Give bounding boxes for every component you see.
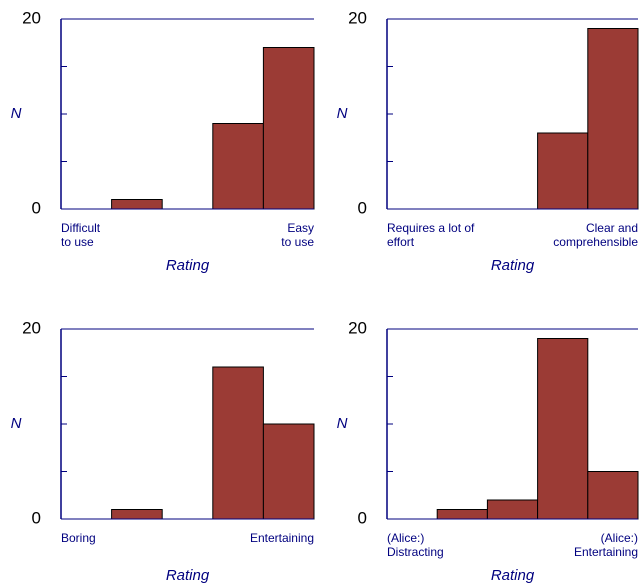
- scale-high-label: Entertaining: [574, 545, 638, 559]
- scale-low-label: Difficult: [61, 221, 101, 235]
- scale-high-label: Clear and: [586, 221, 638, 235]
- y-axis-label: N: [337, 415, 348, 432]
- x-axis-label: Rating: [491, 567, 535, 584]
- y-tick-label: 0: [358, 508, 367, 527]
- scale-low-label: to use: [61, 235, 94, 249]
- y-axis-label: N: [11, 105, 22, 122]
- y-tick-label: 20: [348, 318, 367, 337]
- y-axis-label: N: [337, 105, 348, 122]
- y-tick-label: 20: [348, 8, 367, 27]
- y-tick-label: 20: [22, 8, 41, 27]
- y-tick-label: 0: [358, 198, 367, 217]
- bar: [212, 123, 264, 210]
- scale-high-label: comprehensible: [553, 235, 638, 249]
- y-tick-label: 0: [32, 508, 41, 527]
- scale-high-label: (Alice:): [601, 531, 638, 545]
- scale-low-label: Requires a lot of: [387, 221, 475, 235]
- scale-low-label: Distracting: [387, 545, 444, 559]
- x-axis-label: Rating: [491, 257, 535, 274]
- bar: [537, 338, 589, 520]
- bar: [212, 366, 264, 520]
- scale-high-label: Easy: [287, 221, 314, 235]
- bar: [262, 423, 315, 520]
- bar: [587, 471, 639, 520]
- y-axis-label: N: [11, 415, 22, 432]
- bar: [111, 509, 163, 520]
- bar: [111, 199, 163, 210]
- scale-low-label: effort: [387, 235, 415, 249]
- scale-high-label: Entertaining: [250, 531, 314, 545]
- y-tick-label: 0: [32, 198, 41, 217]
- bar: [537, 132, 589, 210]
- bar: [436, 509, 488, 520]
- y-tick-label: 20: [22, 318, 41, 337]
- x-axis-label: Rating: [166, 567, 210, 584]
- bar: [587, 28, 639, 210]
- scale-low-label: (Alice:): [387, 531, 424, 545]
- bar: [262, 47, 315, 210]
- scale-high-label: to use: [281, 235, 314, 249]
- x-axis-label: Rating: [166, 257, 210, 274]
- bar: [486, 499, 539, 520]
- scale-low-label: Boring: [61, 531, 96, 545]
